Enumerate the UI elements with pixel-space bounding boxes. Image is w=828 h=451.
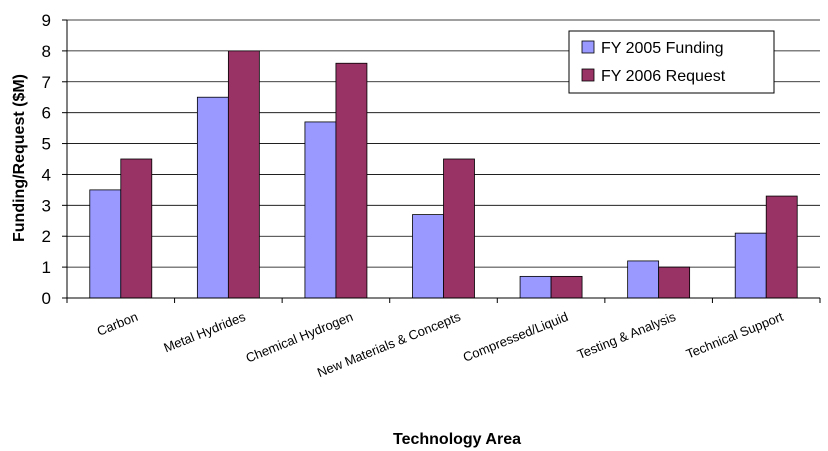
gridlines <box>67 19 820 268</box>
y-tick-label-3: 3 <box>42 196 51 215</box>
y-axis-title: Funding/Request ($M) <box>11 74 28 242</box>
legend-label-fy2005: FY 2005 Funding <box>601 40 723 57</box>
x-category-label-technical-support: Technical Support <box>684 309 786 362</box>
legend-label-fy2006: FY 2006 Request <box>601 68 726 85</box>
x-category-label-testing-analysis: Testing & Analysis <box>575 309 678 362</box>
y-tick-label-8: 8 <box>42 42 51 61</box>
y-tick-label-6: 6 <box>42 104 51 123</box>
legend: FY 2005 Funding FY 2006 Request <box>568 30 775 94</box>
x-axis-title: Technology Area <box>393 431 521 448</box>
bar-compressed-liquid-fy2005 <box>519 275 552 299</box>
legend-swatch-fy2006 <box>581 68 595 82</box>
bars <box>89 50 798 299</box>
bar-testing-analysis-fy2006 <box>658 266 691 299</box>
bar-metal-hydrides-fy2005 <box>196 96 229 299</box>
bar-carbon-fy2005 <box>89 189 122 299</box>
bar-technical-support-fy2005 <box>734 232 767 299</box>
legend-box <box>568 30 775 94</box>
bar-testing-analysis-fy2005 <box>627 260 660 299</box>
bar-carbon-fy2006 <box>120 158 153 299</box>
y-tick-label-9: 9 <box>42 11 51 30</box>
bar-new-materials-concepts-fy2005 <box>412 214 444 299</box>
axes <box>66 20 821 303</box>
y-tick-label-5: 5 <box>42 135 51 154</box>
x-category-label-metal-hydrides: Metal Hydrides <box>161 309 247 356</box>
y-tick-label-1: 1 <box>42 258 51 277</box>
y-tick-labels: 0 1 2 3 4 5 6 7 8 9 <box>42 11 67 308</box>
bar-chemical-hydrogen-fy2006 <box>335 62 368 299</box>
bar-compressed-liquid-fy2006 <box>550 275 583 299</box>
y-tick-label-4: 4 <box>42 165 51 184</box>
x-category-label-compressed-liquid: Compressed/Liquid <box>461 309 570 365</box>
legend-swatch-fy2005 <box>581 40 595 54</box>
bar-technical-support-fy2006 <box>765 195 798 299</box>
bar-metal-hydrides-fy2006 <box>227 50 260 299</box>
x-category-label-carbon: Carbon <box>95 309 140 339</box>
bar-chemical-hydrogen-fy2005 <box>304 121 337 299</box>
y-tick-label-7: 7 <box>42 73 51 92</box>
y-tick-label-0: 0 <box>42 289 51 308</box>
y-tick-label-2: 2 <box>42 227 51 246</box>
bar-new-materials-concepts-fy2006 <box>443 158 475 299</box>
